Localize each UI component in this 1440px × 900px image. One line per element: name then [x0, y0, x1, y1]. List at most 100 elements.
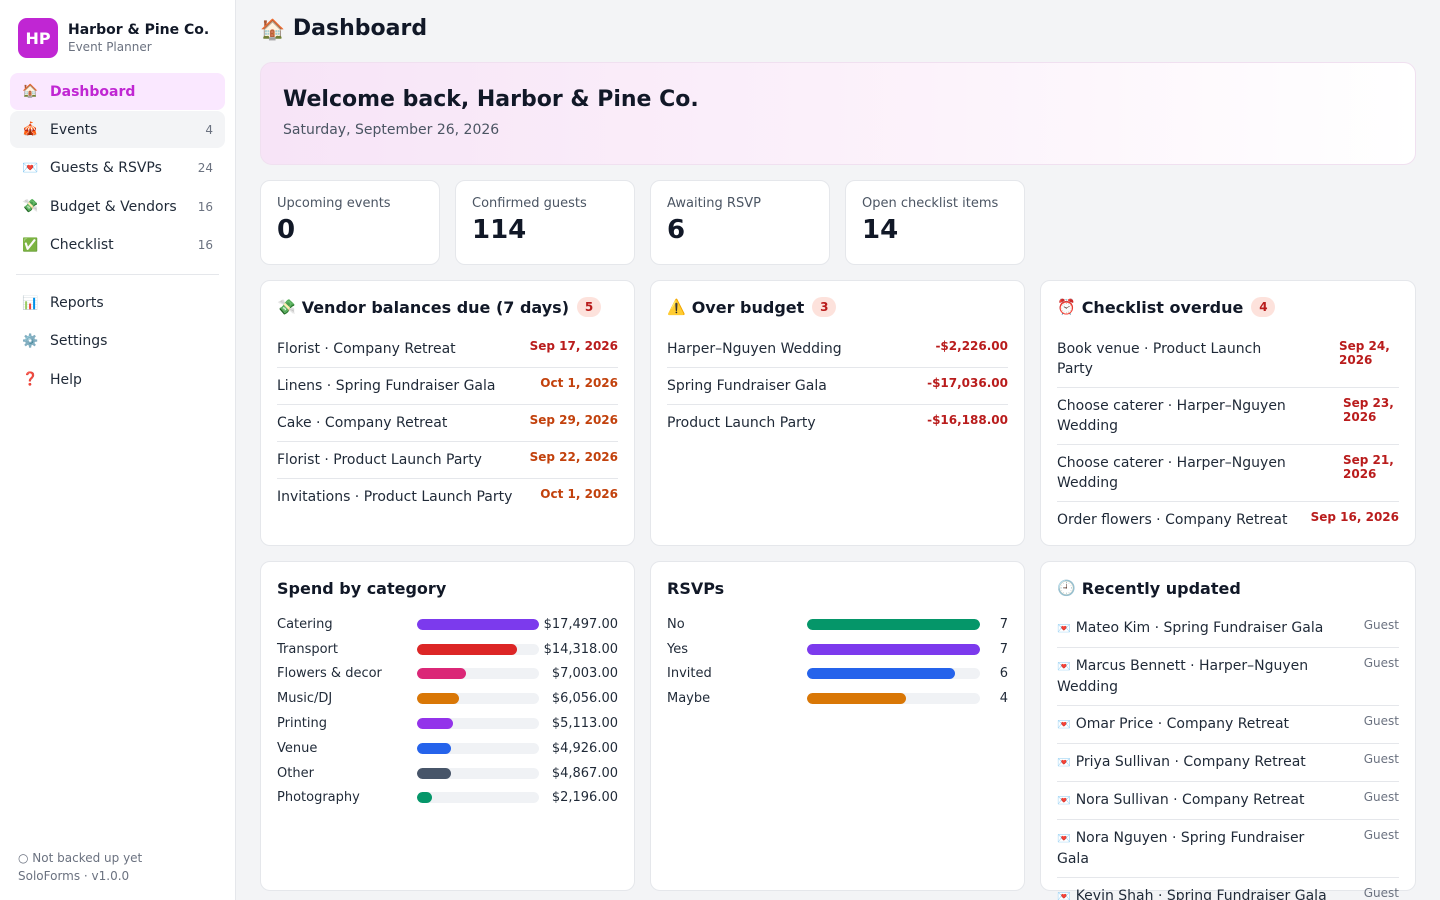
due-date: Sep 23, 2026 — [1343, 396, 1394, 424]
item-type: Guest — [1363, 656, 1399, 670]
list-item[interactable]: 💌 Nora Sullivan · Company Retreat Guest — [1057, 782, 1399, 820]
brand[interactable]: HP Harbor & Pine Co. Event Planner — [18, 18, 209, 58]
count-badge: 4 — [1251, 297, 1276, 317]
item-label: Choose caterer · Harper–Nguyen Wedding — [1057, 398, 1286, 434]
item-label: Harper–Nguyen Wedding — [667, 341, 842, 357]
list-item[interactable]: Harper–Nguyen Wedding -$2,226.00 — [667, 331, 1008, 368]
item-label-wrap: 💌 Nora Sullivan · Company Retreat — [1057, 790, 1327, 811]
list-item[interactable]: Invitations · Product Launch Party Oct 1,… — [277, 479, 618, 515]
card-header: ⚠️ Over budget 3 — [667, 297, 1008, 317]
sidebar-item-settings[interactable]: ⚙️ Settings — [10, 323, 225, 360]
spend-label: Printing — [277, 716, 328, 732]
warning-icon: ⚠️ — [667, 298, 686, 316]
vendor-balances-card: 💸 Vendor balances due (7 days) 5 Florist… — [260, 280, 635, 546]
list-item[interactable]: Florist · Product Launch Party Sep 22, 20… — [277, 442, 618, 479]
item-label-wrap: 💌 Omar Price · Company Retreat — [1057, 714, 1327, 735]
list-item[interactable]: Order flowers · Company Retreat Sep 16, 2… — [1057, 502, 1399, 538]
list-item[interactable]: 💌 Mateo Kim · Spring Fundraiser Gala Guest — [1057, 610, 1399, 648]
item-type: Guest — [1363, 752, 1399, 766]
list-item[interactable]: Florist · Company Retreat Sep 17, 2026 — [277, 331, 618, 368]
spend-value: $4,867.00 — [551, 765, 618, 781]
item-label: Product Launch Party — [667, 415, 816, 431]
list-item[interactable]: Cake · Company Retreat Sep 29, 2026 — [277, 405, 618, 442]
spend-track — [417, 618, 539, 630]
list-item[interactable]: Linens · Spring Fundraiser Gala Oct 1, 20… — [277, 368, 618, 405]
stat-card-awaiting-rsvp[interactable]: Awaiting RSVP 6 — [650, 180, 830, 265]
sidebar-item-guests[interactable]: 💌 Guests & RSVPs 24 — [10, 150, 225, 187]
home-icon: 🏠 — [260, 16, 285, 41]
due-date: Sep 22, 2026 — [529, 450, 618, 464]
item-label: Choose caterer · Harper–Nguyen Wedding — [1057, 455, 1286, 491]
welcome-banner: Welcome back, Harbor & Pine Co. Saturday… — [260, 62, 1416, 165]
spend-bar — [417, 767, 451, 779]
clock-icon: 🕘 — [1057, 579, 1076, 597]
item-label: Cake · Company Retreat — [277, 415, 448, 431]
item-type: Guest — [1363, 828, 1399, 842]
sidebar-item-count: 4 — [205, 122, 213, 137]
spend-value: $4,926.00 — [551, 740, 618, 756]
alarm-clock-icon: ⏰ — [1057, 298, 1076, 316]
rsvp-value: 7 — [999, 641, 1008, 657]
sidebar-item-dashboard[interactable]: 🏠 Dashboard — [10, 73, 225, 110]
rsvp-label: Yes — [667, 641, 688, 657]
item-type: Guest — [1363, 618, 1399, 632]
item-label: Omar Price · Company Retreat — [1075, 716, 1290, 732]
sidebar-item-budget[interactable]: 💸 Budget & Vendors 16 — [10, 188, 225, 225]
list-item[interactable]: Choose caterer · Harper–Nguyen Wedding Se… — [1057, 445, 1399, 502]
stat-card-confirmed-guests[interactable]: Confirmed guests 114 — [455, 180, 635, 265]
spend-row: Music/DJ $6,056.00 — [277, 686, 618, 711]
list-item[interactable]: Product Launch Party -$16,188.00 — [667, 405, 1008, 441]
stat-label: Upcoming events — [277, 196, 391, 211]
spend-bars: Catering $17,497.00 Transport $14,318.00 Flo… — [277, 612, 618, 810]
item-type: Guest — [1363, 886, 1399, 900]
list-item[interactable]: 💌 Priya Sullivan · Company Retreat Guest — [1057, 744, 1399, 782]
item-label: Mateo Kim · Spring Fundraiser Gala — [1075, 620, 1324, 636]
sidebar-divider — [16, 273, 219, 275]
stat-label: Awaiting RSVP — [667, 196, 761, 211]
item-type: Guest — [1363, 790, 1399, 804]
spend-by-category-card: Spend by category Catering $17,497.00 Tran… — [260, 561, 635, 891]
item-label-wrap: 💌 Mateo Kim · Spring Fundraiser Gala — [1057, 618, 1327, 639]
sidebar-item-help[interactable]: ❓ Help — [10, 361, 225, 398]
recently-updated-card: 🕘 Recently updated 💌 Mateo Kim · Spring F… — [1040, 561, 1416, 900]
brand-logo: HP — [18, 18, 58, 58]
over-budget-card: ⚠️ Over budget 3 Harper–Nguyen Wedding -$… — [650, 280, 1025, 546]
item-label: Kevin Shah · Spring Fundraiser Gala — [1075, 888, 1327, 900]
rsvp-row: Invited 6 — [667, 662, 1008, 687]
sidebar-item-label: Checklist — [50, 237, 114, 254]
sidebar-item-label: Dashboard — [50, 83, 136, 100]
stat-card-upcoming-events[interactable]: Upcoming events 0 — [260, 180, 440, 265]
rsvp-track — [807, 643, 980, 655]
welcome-title: Welcome back, Harbor & Pine Co. — [283, 87, 699, 112]
love-letter-icon: 💌 — [1057, 832, 1071, 845]
rsvp-track — [807, 693, 980, 705]
list-item[interactable]: Choose caterer · Harper–Nguyen Wedding Se… — [1057, 388, 1399, 445]
spend-row: Transport $14,318.00 — [277, 637, 618, 662]
spend-track — [417, 767, 539, 779]
list-item[interactable]: 💌 Omar Price · Company Retreat Guest — [1057, 706, 1399, 744]
spend-bar — [417, 693, 460, 705]
list-item[interactable]: 💌 Kevin Shah · Spring Fundraiser Gala Gues… — [1057, 878, 1399, 900]
sidebar-item-checklist[interactable]: ✅ Checklist 16 — [10, 227, 225, 264]
page-title-text: Dashboard — [292, 16, 428, 41]
card-title: Recently updated — [1081, 578, 1241, 598]
list-item[interactable]: Book venue · Product Launch Party Sep 24,… — [1057, 331, 1399, 388]
sidebar-item-events[interactable]: 🎪 Events 4 — [10, 111, 225, 149]
card-header: 💸 Vendor balances due (7 days) 5 — [277, 297, 618, 317]
sidebar-item-reports[interactable]: 📊 Reports — [10, 285, 225, 322]
list-item[interactable]: Spring Fundraiser Gala -$17,036.00 — [667, 368, 1008, 405]
due-date: Oct 1, 2026 — [540, 376, 618, 390]
sidebar-item-label: Events — [50, 121, 98, 138]
rsvp-bars: No 7 Yes 7 Invited 6 Maybe 4 — [667, 612, 1008, 711]
stat-value: 0 — [277, 215, 296, 245]
stat-label: Open checklist items — [862, 196, 999, 211]
list-item[interactable]: 💌 Nora Nguyen · Spring Fundraiser Gala Gue… — [1057, 820, 1399, 878]
stat-value: 6 — [667, 215, 686, 245]
money-wings-icon: 💸 — [22, 199, 39, 215]
list-item[interactable]: 💌 Marcus Bennett · Harper–Nguyen Wedding G… — [1057, 648, 1399, 706]
backup-status: ○ Not backed up yet — [18, 851, 143, 865]
spend-bar — [417, 792, 433, 804]
rsvp-bar — [807, 643, 980, 655]
stat-card-open-checklist[interactable]: Open checklist items 14 — [845, 180, 1025, 265]
spend-value: $7,003.00 — [551, 666, 618, 682]
